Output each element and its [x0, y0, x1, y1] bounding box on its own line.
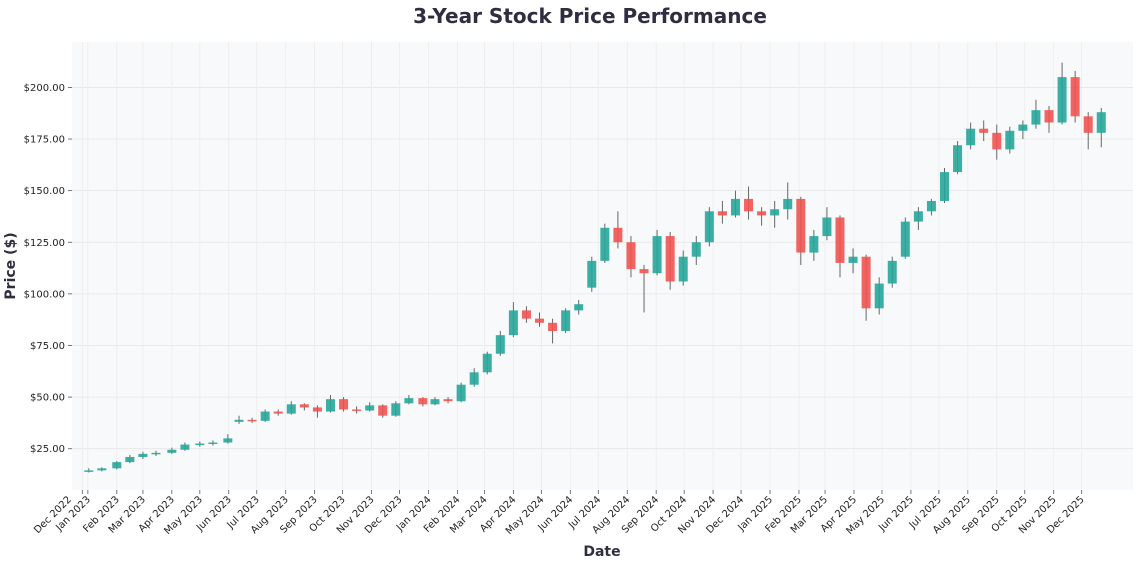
candle-down: [1044, 110, 1054, 123]
candle-up: [848, 256, 858, 263]
candle-up: [508, 310, 518, 336]
y-tick-label: $25.00: [30, 444, 65, 455]
candle-up: [325, 399, 335, 412]
candle-up: [365, 405, 375, 411]
candle-up: [286, 404, 296, 414]
candle-up: [587, 260, 597, 288]
y-tick-label: $200.00: [24, 83, 65, 94]
candle-up: [125, 456, 135, 463]
candle-down: [352, 409, 362, 411]
candle-up: [652, 236, 662, 274]
candle-up: [391, 403, 401, 416]
candle-up: [195, 443, 205, 446]
candle-up: [482, 353, 492, 373]
candle-down: [796, 198, 806, 253]
candle-up: [704, 211, 714, 243]
y-axis: $25.00 $50.00 $75.00 $100.00 $125.00 $150.00 $…: [24, 83, 72, 455]
candle-up: [966, 128, 976, 146]
candle-down: [418, 398, 428, 405]
candle-down: [665, 236, 675, 282]
candle-down: [535, 318, 545, 323]
candle-down: [835, 217, 845, 263]
candle-up: [874, 283, 884, 309]
candle-up: [770, 209, 780, 216]
candle-up: [151, 452, 161, 455]
y-tick-label: $100.00: [24, 289, 65, 300]
candle-up: [913, 211, 923, 222]
candle-down: [1070, 77, 1080, 117]
candle-down: [639, 269, 649, 274]
y-tick-label: $75.00: [30, 341, 65, 352]
candle-up: [574, 304, 584, 311]
y-axis-label: Price ($): [3, 232, 19, 299]
candle-down: [1083, 116, 1093, 133]
candle-up: [940, 172, 950, 201]
candle-up: [495, 335, 505, 354]
candle-up: [900, 221, 910, 257]
candle-up: [97, 468, 107, 471]
candle-up: [469, 372, 479, 385]
candle-up: [600, 227, 610, 261]
candle-down: [548, 322, 558, 332]
y-tick-label: $175.00: [24, 135, 65, 146]
y-tick-label: $150.00: [24, 186, 65, 197]
candle-down: [861, 256, 871, 309]
candle-up: [953, 145, 963, 173]
candle-up: [926, 200, 936, 212]
candle-up: [1018, 124, 1028, 131]
candle-up: [167, 449, 177, 453]
candle-up: [223, 438, 233, 443]
candle-up: [730, 198, 740, 216]
y-tick-label: $50.00: [30, 393, 65, 404]
candle-up: [138, 453, 148, 457]
candle-down: [443, 399, 453, 402]
candles: [84, 62, 1106, 473]
candle-up: [809, 236, 819, 253]
candle-up: [783, 198, 793, 210]
candle-up: [112, 462, 122, 469]
candle-down: [613, 227, 623, 243]
candle-down: [626, 242, 636, 270]
candle-up: [1096, 112, 1106, 133]
y-tick-label: $125.00: [24, 238, 65, 249]
candle-up: [887, 260, 897, 284]
candle-up: [691, 242, 701, 257]
candle-down: [378, 405, 388, 416]
candle-up: [822, 217, 832, 237]
candle-down: [247, 419, 257, 422]
candle-up: [234, 419, 244, 422]
candle-down: [273, 411, 283, 414]
gridlines: [72, 42, 1133, 490]
candle-down: [312, 407, 322, 412]
candle-down: [717, 211, 727, 216]
x-axis-label: Date: [583, 544, 620, 560]
candle-down: [979, 128, 989, 133]
candle-up: [1005, 130, 1015, 150]
candle-up: [1057, 77, 1067, 123]
candle-down: [299, 404, 309, 408]
candle-up: [180, 444, 190, 450]
plot-background: [72, 42, 1133, 490]
candle-up: [208, 442, 218, 445]
candle-up: [678, 256, 688, 282]
candle-up: [430, 399, 440, 405]
candle-up: [84, 470, 94, 472]
candle-down: [757, 211, 767, 216]
candle-up: [456, 384, 466, 402]
candle-up: [260, 411, 270, 421]
candle-down: [992, 132, 1002, 150]
candle-down: [744, 198, 754, 212]
candle-down: [521, 310, 531, 319]
candle-up: [1031, 110, 1041, 125]
candle-up: [561, 310, 571, 332]
candle-down: [339, 399, 349, 410]
candle-up: [404, 398, 414, 404]
chart-title: 3-Year Stock Price Performance: [413, 4, 767, 28]
